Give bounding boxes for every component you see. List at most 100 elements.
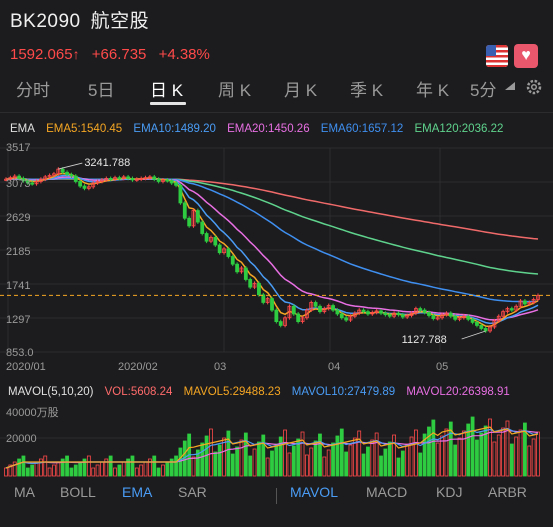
volume-bar — [130, 455, 135, 477]
candle — [409, 312, 414, 316]
price-quote: 1592.065↑ +66.735 +4.38% — [10, 46, 218, 63]
tab-quarterly-k[interactable]: 季 K — [350, 81, 384, 100]
candle — [78, 181, 83, 187]
tab-5min[interactable]: 5分 — [470, 81, 497, 100]
ema20-value: EMA20:1450.26 — [227, 123, 310, 135]
period-dropdown-icon[interactable] — [503, 78, 517, 98]
volume-bar — [174, 455, 178, 477]
indicator-ema[interactable]: EMA — [122, 484, 153, 500]
volume-bar — [43, 455, 48, 477]
volume-bar — [523, 422, 527, 477]
candle — [361, 309, 366, 313]
volume-bar — [488, 418, 492, 477]
indicator-mavol[interactable]: MAVOL — [290, 484, 338, 500]
candle — [174, 182, 178, 186]
candle — [527, 302, 532, 305]
volume-bar — [226, 430, 231, 477]
tab-weekly-k[interactable]: 周 K — [218, 81, 252, 100]
tab-yearly-k[interactable]: 年 K — [416, 81, 450, 100]
volume-bar — [213, 451, 218, 477]
indicator-kdj[interactable]: KDJ — [436, 484, 463, 500]
mavol20-value: MAVOL20:26398.91 — [406, 386, 510, 398]
ema-label: EMA — [10, 123, 35, 135]
volume-bar — [239, 439, 244, 477]
volume-bar — [300, 431, 305, 477]
candle — [204, 233, 209, 242]
indicator-sar[interactable]: SAR — [178, 484, 207, 500]
candle — [222, 248, 226, 254]
candle — [156, 178, 161, 182]
candle — [496, 315, 501, 322]
indicator-ma[interactable]: MA — [14, 484, 35, 500]
volume-bar — [60, 458, 65, 477]
candlestick-chart[interactable]: 3241.788 1127.788 — [0, 140, 553, 360]
high-annotation-leader — [58, 162, 83, 170]
volume-bar — [161, 464, 165, 477]
candle — [47, 174, 52, 178]
volume-bar — [361, 453, 366, 477]
tab-monthly-k[interactable]: 月 K — [284, 81, 318, 100]
candle — [217, 244, 222, 254]
candle — [483, 328, 488, 332]
page-title: BK2090 航空股 — [10, 6, 149, 33]
volume-bar — [422, 433, 427, 477]
tab-daily-k[interactable]: 日 K — [150, 81, 184, 100]
volume-bar — [444, 428, 449, 477]
candle — [370, 312, 375, 315]
volume-bar — [30, 464, 35, 477]
ema120-line — [5, 177, 539, 275]
candle — [21, 178, 26, 182]
candle — [331, 305, 335, 311]
volume-bar — [453, 444, 458, 477]
candle — [431, 315, 436, 319]
candle — [69, 174, 74, 177]
candle — [400, 314, 405, 318]
stock-name: 航空股 — [90, 11, 150, 32]
tab-5day[interactable]: 5日 — [88, 81, 115, 100]
candle — [12, 175, 17, 179]
active-tab-indicator — [150, 102, 186, 105]
volume-bar — [335, 435, 340, 477]
x-tick-label: 04 — [328, 361, 341, 373]
candle — [38, 178, 43, 182]
candle — [130, 178, 135, 181]
volume-bar — [108, 455, 113, 477]
volume-bar — [230, 453, 235, 477]
candle — [492, 320, 497, 328]
candle — [82, 185, 87, 189]
candle — [252, 282, 257, 288]
candle — [418, 308, 423, 311]
volume-bar — [12, 461, 17, 477]
volume-bar — [531, 438, 536, 477]
candle — [283, 317, 287, 326]
us-flag-icon[interactable] — [486, 45, 508, 67]
volume-bar — [440, 435, 444, 477]
tab-intraday[interactable]: 分时 — [16, 81, 50, 100]
favorite-heart-icon[interactable]: ♥ — [514, 44, 538, 68]
ema10-value: EMA10:1489.20 — [133, 123, 216, 135]
volume-chart[interactable] — [0, 400, 553, 478]
mavol10-value: MAVOL10:27479.89 — [291, 386, 396, 398]
last-price: 1592.065 — [10, 46, 73, 63]
volume-bar — [418, 452, 423, 477]
volume-bar — [283, 429, 287, 477]
indicator-boll[interactable]: BOLL — [60, 484, 96, 500]
volume-bar — [357, 430, 362, 477]
candle — [475, 321, 479, 326]
x-tick-label: 05 — [436, 361, 449, 373]
candle — [470, 318, 475, 323]
candle — [226, 248, 231, 257]
volume-bar — [169, 458, 174, 477]
volume-bar — [414, 429, 418, 477]
volume-bar — [104, 458, 109, 477]
candle — [34, 181, 39, 185]
candle — [536, 295, 540, 300]
volume-bar — [165, 461, 170, 477]
volume-bar — [396, 457, 401, 477]
settings-icon[interactable] — [525, 78, 543, 101]
mavol5-line — [5, 426, 539, 469]
indicator-arbr[interactable]: ARBR — [488, 484, 527, 500]
candle — [30, 182, 35, 185]
volume-bar — [91, 467, 96, 477]
indicator-macd[interactable]: MACD — [366, 484, 408, 500]
